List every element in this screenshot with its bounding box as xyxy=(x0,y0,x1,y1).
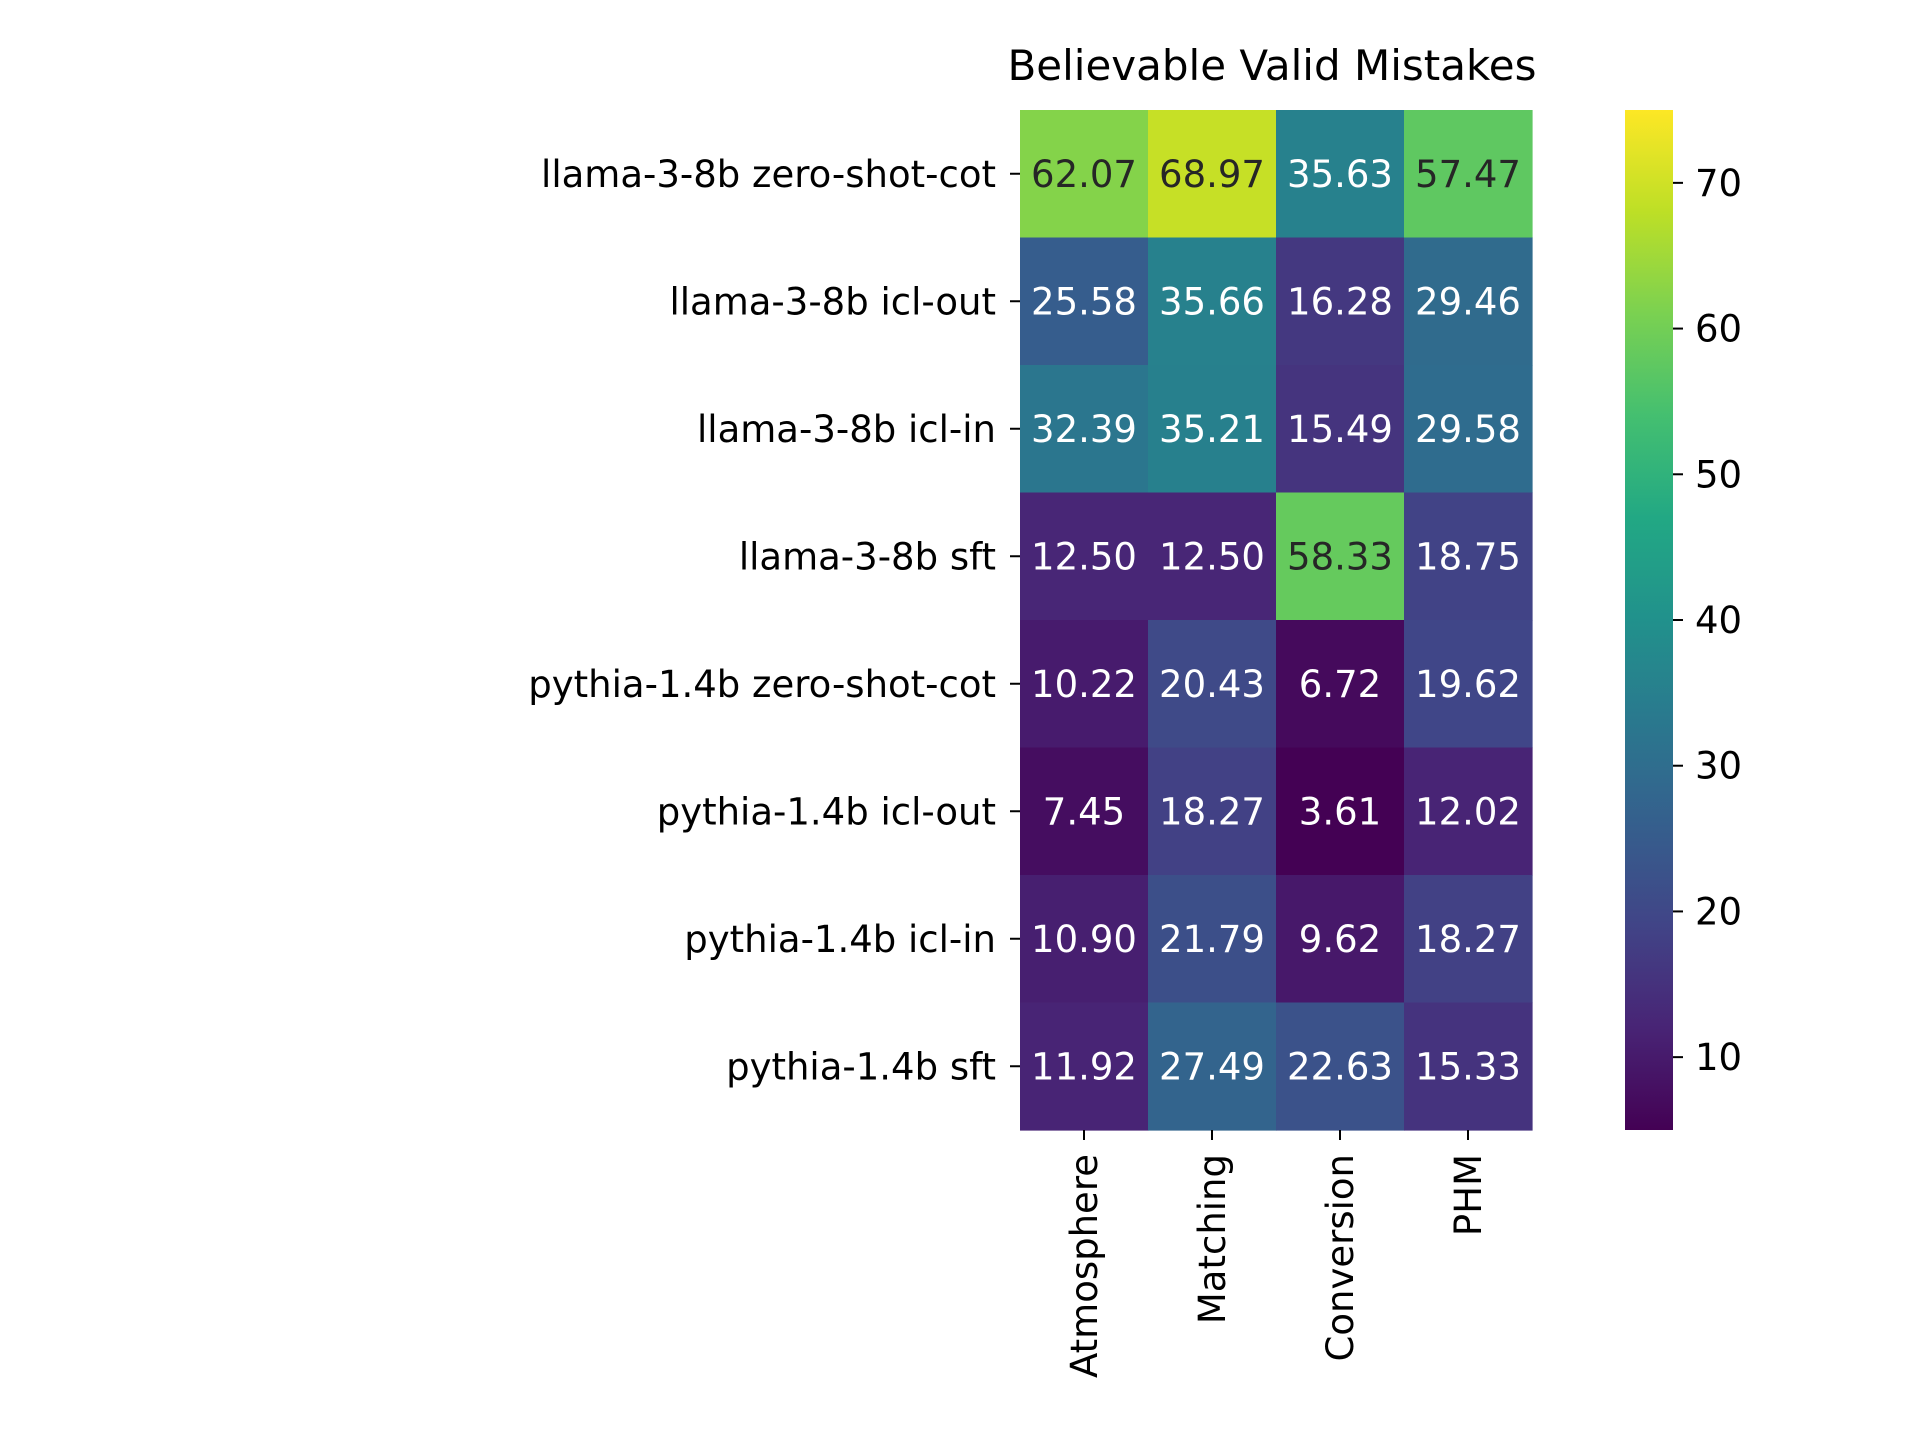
cell-value-label: 68.97 xyxy=(1159,153,1265,196)
cell-value-label: 25.58 xyxy=(1031,280,1137,323)
y-tick-label: llama-3-8b sft xyxy=(739,535,996,578)
x-tick-label: Matching xyxy=(1191,1154,1234,1324)
chart-title: Believable Valid Mistakes xyxy=(1007,41,1536,90)
cell-value-label: 9.62 xyxy=(1299,918,1381,961)
y-tick-label: pythia-1.4b icl-out xyxy=(657,790,996,833)
cell-value-label: 16.28 xyxy=(1287,280,1393,323)
x-tick-label: Conversion xyxy=(1319,1154,1362,1361)
x-axis: Atmosphere Matching Conversion PHM xyxy=(1063,1130,1490,1378)
y-tick-label: llama-3-8b icl-in xyxy=(697,408,996,451)
cell-value-label: 12.02 xyxy=(1415,790,1521,833)
cell-value-label: 29.46 xyxy=(1415,280,1521,323)
cell-value-label: 35.21 xyxy=(1159,408,1265,451)
cell-value-label: 11.92 xyxy=(1031,1045,1137,1088)
x-tick-label: PHM xyxy=(1447,1154,1490,1236)
cell-value-label: 12.50 xyxy=(1031,535,1137,578)
cell-value-label: 12.50 xyxy=(1159,535,1265,578)
y-tick-label: llama-3-8b icl-out xyxy=(669,280,996,323)
cell-value-label: 18.27 xyxy=(1415,918,1521,961)
cell-value-label: 3.61 xyxy=(1299,790,1381,833)
colorbar-tick-label: 40 xyxy=(1695,599,1742,642)
y-tick-label: pythia-1.4b sft xyxy=(726,1045,996,1088)
y-tick-label: pythia-1.4b zero-shot-cot xyxy=(528,663,996,706)
cell-value-label: 20.43 xyxy=(1159,663,1265,706)
y-axis: llama-3-8b zero-shot-cot llama-3-8b icl-o… xyxy=(528,153,1020,1089)
x-tick-label: Atmosphere xyxy=(1063,1154,1106,1378)
cell-value-label: 22.63 xyxy=(1287,1045,1393,1088)
cell-value-label: 15.49 xyxy=(1287,408,1393,451)
cell-value-label: 57.47 xyxy=(1415,153,1521,196)
colorbar-tick-label: 70 xyxy=(1695,162,1742,205)
cell-value-label: 58.33 xyxy=(1287,535,1393,578)
colorbar: 10 20 30 40 50 60 70 xyxy=(1625,110,1742,1130)
cell-value-label: 35.66 xyxy=(1159,280,1265,323)
colorbar-scale xyxy=(1625,110,1673,1130)
cell-value-label: 10.22 xyxy=(1031,663,1137,706)
colorbar-tick-label: 10 xyxy=(1695,1036,1742,1079)
y-tick-label: pythia-1.4b icl-in xyxy=(684,918,996,961)
cell-value-label: 27.49 xyxy=(1159,1045,1265,1088)
cell-value-label: 6.72 xyxy=(1299,663,1381,706)
cell-value-label: 10.90 xyxy=(1031,918,1137,961)
cell-value-label: 21.79 xyxy=(1159,918,1265,961)
cell-value-label: 19.62 xyxy=(1415,663,1521,706)
colorbar-tick-label: 50 xyxy=(1695,453,1742,496)
cell-value-label: 15.33 xyxy=(1415,1045,1521,1088)
cell-value-label: 62.07 xyxy=(1031,153,1137,196)
colorbar-tick-label: 20 xyxy=(1695,890,1742,933)
cell-value-label: 18.75 xyxy=(1415,535,1521,578)
y-tick-label: llama-3-8b zero-shot-cot xyxy=(541,153,996,196)
cell-value-label: 18.27 xyxy=(1159,790,1265,833)
cell-value-label: 32.39 xyxy=(1031,408,1137,451)
cell-value-label: 29.58 xyxy=(1415,408,1521,451)
heatmap-cells xyxy=(1020,110,1533,1131)
cell-value-label: 35.63 xyxy=(1287,153,1393,196)
colorbar-tick-label: 60 xyxy=(1695,308,1742,351)
colorbar-tick-label: 30 xyxy=(1695,745,1742,788)
cell-value-label: 7.45 xyxy=(1043,790,1125,833)
